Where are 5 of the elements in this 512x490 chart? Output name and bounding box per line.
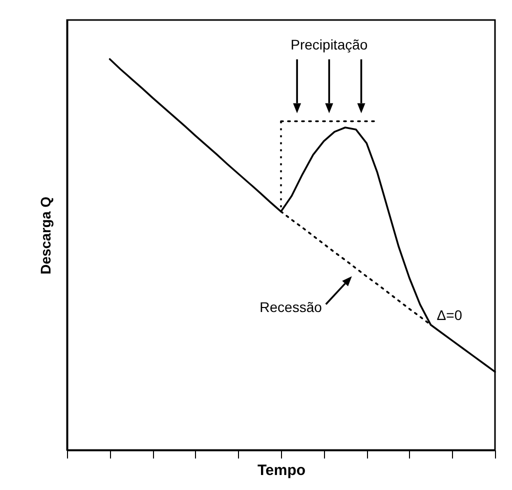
- y-axis-title: Descarga Q: [38, 196, 54, 274]
- x-axis-title: Tempo: [257, 462, 306, 479]
- annotation: Recessão: [260, 299, 322, 316]
- text: Precipitação: [290, 36, 368, 52]
- annotation: Δ=0: [436, 306, 462, 323]
